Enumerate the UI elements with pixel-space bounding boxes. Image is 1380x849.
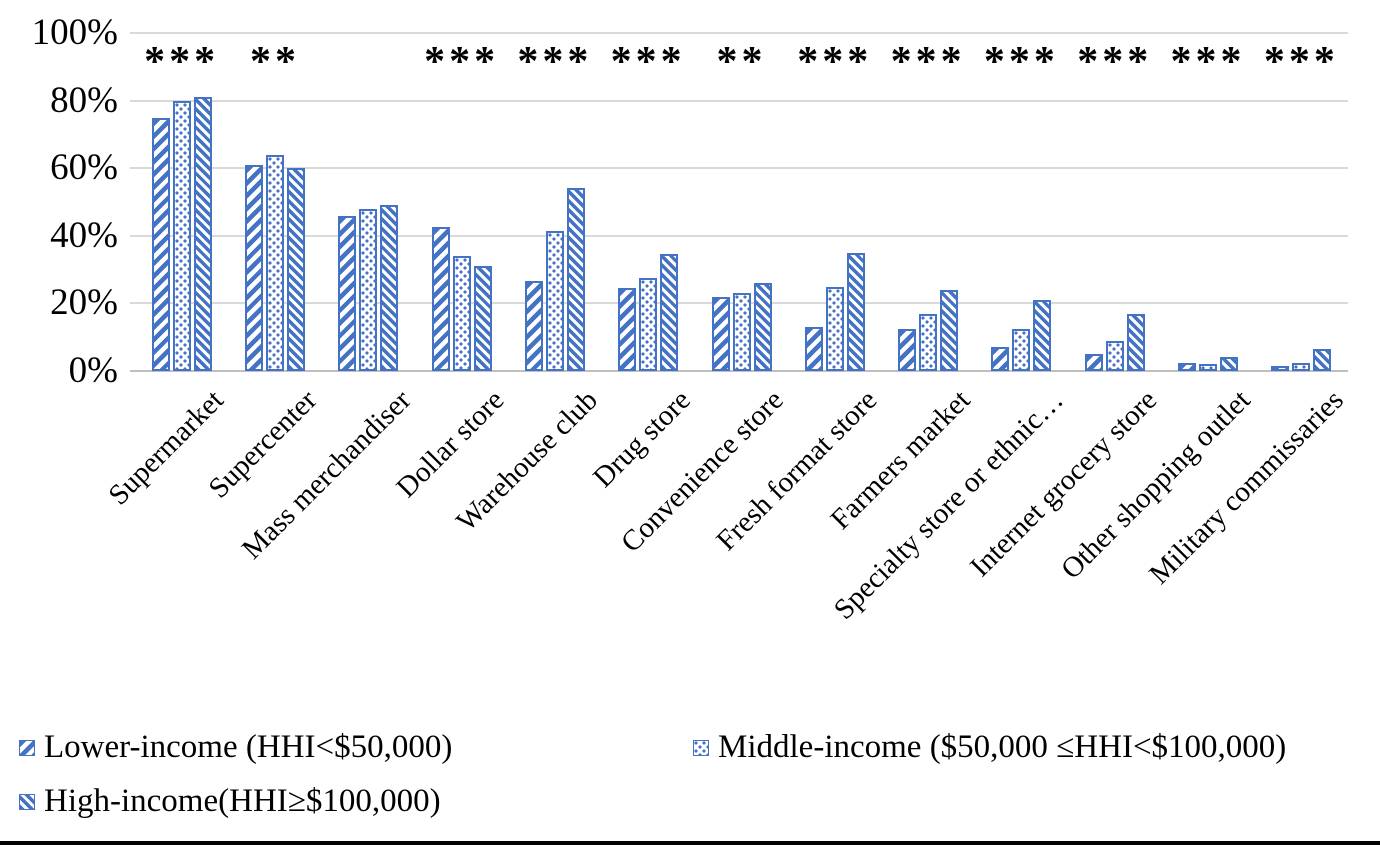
bar-series3-cat6 (660, 254, 679, 371)
bar-series2-cat12 (1199, 364, 1218, 371)
bar-series2-cat6 (639, 278, 658, 371)
bar-series2-cat3 (359, 208, 378, 371)
bar-series1-cat6 (618, 288, 637, 371)
x-axis-category-label: Supermarket (102, 384, 231, 512)
bar-series1-cat7 (711, 296, 730, 371)
bar-group-7 (711, 33, 772, 371)
legend-item-series2: Middle-income ($50,000 ≤HHI<$100,000) (693, 729, 1286, 766)
x-axis-line (130, 370, 1348, 372)
bar-series2-cat11 (1105, 340, 1124, 371)
y-axis-tick-label: 0% (68, 350, 118, 391)
legend-swatch-icon-series2 (693, 739, 709, 756)
y-axis-tick-label: 80% (50, 79, 118, 121)
significance-marker: *** (517, 39, 593, 85)
bar-group-11 (1084, 33, 1145, 371)
bar-series3-cat10 (1033, 300, 1052, 371)
gridline (130, 234, 1348, 237)
bar-group-2 (244, 33, 305, 371)
bar-group-1 (151, 33, 212, 371)
bar-series3-cat2 (286, 168, 305, 371)
significance-marker: *** (983, 39, 1059, 85)
bar-series2-cat7 (732, 293, 751, 371)
x-axis-category-label: Mass merchandiser (235, 384, 417, 566)
gridline (130, 167, 1348, 170)
bar-series3-cat3 (380, 205, 399, 371)
significance-marker: *** (1077, 39, 1153, 85)
bar-group-13 (1271, 33, 1332, 371)
legend-swatch-icon-series1 (19, 739, 35, 756)
bar-series1-cat3 (338, 215, 357, 371)
bar-series3-cat8 (846, 252, 865, 371)
y-axis-tick-label: 100% (31, 12, 118, 53)
legend-label: Middle-income ($50,000 ≤HHI<$100,000) (718, 729, 1287, 765)
gridline (130, 99, 1348, 102)
legend-label: Lower-income (HHI<$50,000) (44, 729, 453, 765)
bar-series2-cat13 (1292, 362, 1311, 371)
bar-series3-cat12 (1220, 357, 1239, 371)
significance-marker: *** (144, 39, 220, 85)
y-axis-tick-label: 40% (50, 214, 118, 256)
y-axis-tick-label: 20% (50, 282, 118, 324)
x-axis-category-label: Convenience store (615, 384, 791, 559)
bottom-rule-divider (0, 841, 1380, 845)
bar-series1-cat9 (898, 328, 917, 371)
significance-marker: *** (424, 39, 500, 85)
bar-group-8 (804, 33, 865, 371)
bar-series3-cat4 (473, 266, 492, 371)
significance-marker: *** (890, 39, 966, 85)
bar-series1-cat5 (524, 281, 543, 371)
bar-series2-cat10 (1012, 328, 1031, 371)
bar-series1-cat2 (244, 164, 263, 371)
y-axis-tick-label: 60% (50, 147, 118, 189)
bar-series2-cat2 (265, 154, 284, 371)
bar-series3-cat5 (566, 188, 585, 371)
significance-marker: *** (1263, 39, 1339, 85)
x-axis-category-label: Fresh format store (710, 384, 884, 557)
bar-series1-cat11 (1084, 354, 1103, 371)
legend-item-series1: Lower-income (HHI<$50,000) (19, 729, 452, 766)
bar-series2-cat8 (825, 286, 844, 371)
significance-marker: *** (610, 39, 686, 85)
significance-marker: ** (716, 39, 767, 85)
bar-series3-cat13 (1313, 349, 1332, 371)
bar-series2-cat1 (172, 100, 191, 371)
bar-series1-cat10 (991, 347, 1010, 371)
legend-label: High-income(HHI≥$100,000) (44, 783, 441, 819)
bar-group-12 (1178, 33, 1239, 371)
bar-series3-cat1 (193, 97, 212, 371)
bar-series1-cat4 (431, 227, 450, 371)
significance-marker: ** (249, 39, 300, 85)
gridline (130, 32, 1348, 34)
bar-series3-cat7 (753, 283, 772, 371)
bar-series1-cat13 (1271, 365, 1290, 371)
legend-swatch-icon-series3 (19, 793, 35, 810)
bar-group-3 (338, 33, 399, 371)
bar-group-10 (991, 33, 1052, 371)
bar-series2-cat5 (545, 230, 564, 371)
bar-series1-cat1 (151, 117, 170, 371)
significance-marker: *** (1170, 39, 1246, 85)
bar-series2-cat9 (919, 313, 938, 371)
legend-item-series3: High-income(HHI≥$100,000) (19, 783, 441, 820)
bar-series2-cat4 (452, 256, 471, 371)
bar-group-5 (524, 33, 585, 371)
bar-group-4 (431, 33, 492, 371)
bar-group-9 (898, 33, 959, 371)
significance-marker: *** (797, 39, 873, 85)
bar-series3-cat9 (940, 289, 959, 371)
bar-series1-cat12 (1178, 362, 1197, 371)
bar-group-6 (618, 33, 679, 371)
bar-series3-cat11 (1126, 313, 1145, 371)
bar-series1-cat8 (804, 327, 823, 371)
